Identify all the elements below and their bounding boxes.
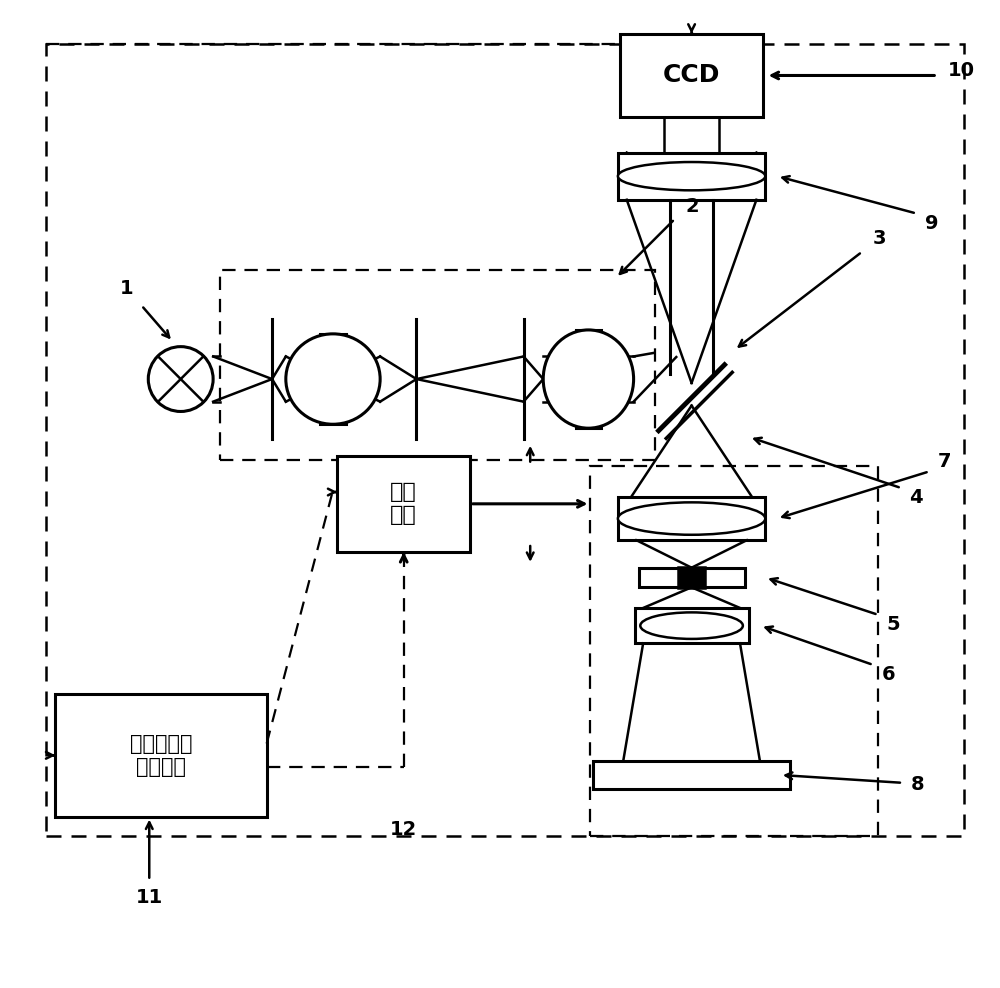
Text: 6: 6	[881, 665, 895, 685]
Text: 扫描
系统: 扫描 系统	[390, 482, 417, 526]
Text: CCD: CCD	[663, 63, 720, 88]
Bar	[639, 568, 745, 587]
Bar	[590, 466, 878, 836]
Text: 控制及数据
处理系统: 控制及数据 处理系统	[130, 734, 192, 777]
Ellipse shape	[543, 330, 634, 428]
Bar	[620, 34, 763, 118]
Bar	[618, 152, 765, 200]
Text: 8: 8	[911, 776, 924, 794]
Ellipse shape	[640, 613, 743, 639]
Bar	[337, 455, 470, 552]
Bar	[635, 608, 749, 643]
Bar	[678, 567, 705, 588]
Bar	[618, 497, 765, 540]
Ellipse shape	[618, 502, 765, 535]
Text: 12: 12	[390, 819, 417, 839]
Bar	[593, 761, 790, 788]
Text: 1: 1	[120, 280, 133, 298]
Text: 7: 7	[937, 453, 951, 471]
Text: 11: 11	[136, 888, 163, 907]
Bar	[320, 334, 346, 424]
Text: 10: 10	[948, 61, 975, 80]
Text: 4: 4	[909, 488, 923, 508]
Bar	[46, 44, 964, 836]
Bar	[220, 270, 655, 459]
Text: 3: 3	[873, 229, 887, 248]
Ellipse shape	[286, 334, 380, 424]
Bar	[55, 694, 267, 817]
Text: 9: 9	[925, 213, 938, 233]
Ellipse shape	[618, 162, 765, 191]
Bar	[576, 330, 601, 428]
Text: 5: 5	[886, 616, 900, 634]
Text: 2: 2	[686, 197, 699, 215]
